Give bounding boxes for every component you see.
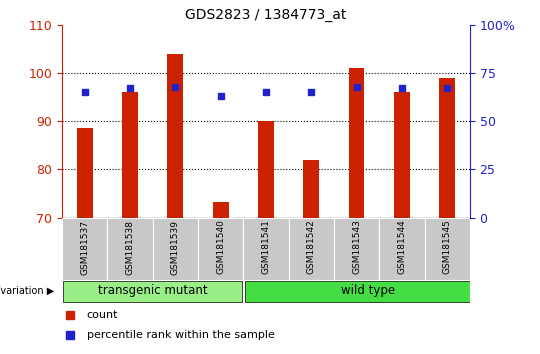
Text: count: count <box>86 310 118 320</box>
Bar <box>379 218 424 280</box>
Text: GSM181540: GSM181540 <box>216 219 225 274</box>
Title: GDS2823 / 1384773_at: GDS2823 / 1384773_at <box>185 8 347 22</box>
Text: GSM181539: GSM181539 <box>171 219 180 275</box>
Text: GSM181545: GSM181545 <box>443 219 451 274</box>
Bar <box>122 92 138 218</box>
Bar <box>213 202 228 218</box>
Text: GSM181537: GSM181537 <box>80 219 89 275</box>
Text: percentile rank within the sample: percentile rank within the sample <box>86 330 274 339</box>
Bar <box>63 281 242 302</box>
Bar <box>245 281 491 302</box>
Bar <box>424 218 470 280</box>
Bar <box>439 78 455 218</box>
Bar <box>303 160 319 218</box>
Bar <box>153 218 198 280</box>
Bar <box>244 218 288 280</box>
Bar <box>288 218 334 280</box>
Text: genotype/variation ▶: genotype/variation ▶ <box>0 286 55 296</box>
Bar <box>167 54 183 218</box>
Bar <box>107 218 153 280</box>
Bar <box>62 218 107 280</box>
Bar <box>334 218 379 280</box>
Bar <box>258 121 274 218</box>
Bar <box>349 68 365 218</box>
Text: GSM181542: GSM181542 <box>307 219 316 274</box>
Bar <box>198 218 244 280</box>
Text: wild type: wild type <box>341 284 395 297</box>
Text: GSM181544: GSM181544 <box>397 219 406 274</box>
Text: transgenic mutant: transgenic mutant <box>98 284 207 297</box>
Text: GSM181538: GSM181538 <box>126 219 134 275</box>
Text: GSM181541: GSM181541 <box>261 219 271 274</box>
Text: GSM181543: GSM181543 <box>352 219 361 274</box>
Bar <box>394 92 410 218</box>
Bar <box>77 129 93 218</box>
